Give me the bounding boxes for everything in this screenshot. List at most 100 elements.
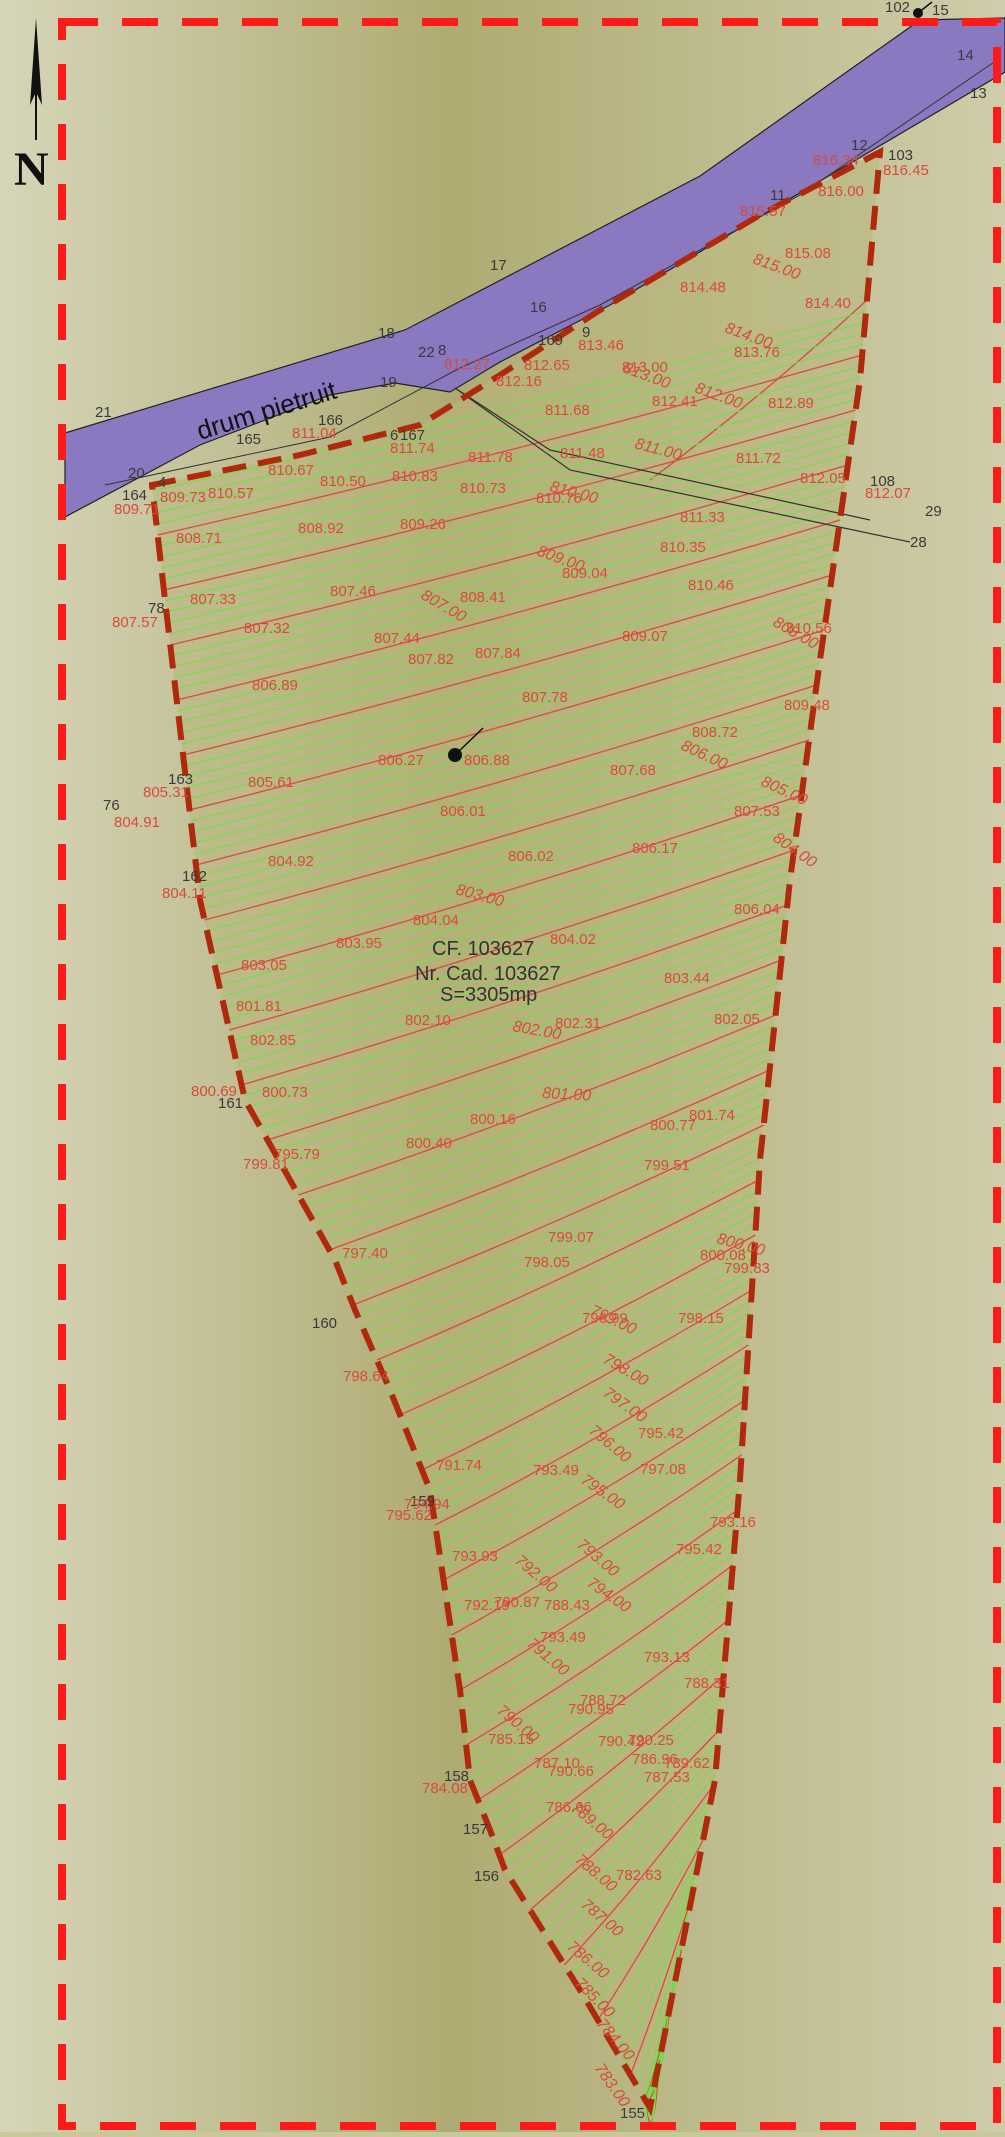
elevation-label: 811.48 [560,445,605,462]
contour-minor [164,420,855,602]
contour-minor [292,1003,777,1185]
contour-major [204,739,810,921]
elevation-label: 810.57 [208,485,254,502]
elevation-label: 812.16 [496,373,542,390]
contour-major [451,1454,742,1636]
contour-major [229,849,795,1031]
contour-minor [577,1806,711,1988]
contour-minor [193,662,820,844]
elevation-labels: 816.34 816.45 816.00 815.57 815.08 814.48 814.… [112,152,929,1884]
contour-minor [438,1366,748,1548]
contour-major [170,464,849,646]
parcel-area-label: S=3305mp [440,984,537,1006]
elevation-label: 799.81 [243,1156,289,1173]
elevation-label: 791.74 [436,1457,482,1474]
contour-minor [453,1465,742,1647]
point-number-label: 159 [410,1493,435,1510]
elevation-label: 810.35 [660,539,706,556]
elevation-label: 808.41 [460,589,506,606]
elevation-label: 800.73 [262,1084,308,1101]
contour-minor [464,1553,735,1735]
point-number-label: 22 [418,344,435,361]
contour-major [597,1839,704,2021]
elevation-label: 802.31 [555,1015,601,1032]
elevation-label: 807.46 [330,583,376,600]
contour-minor [616,1872,698,2054]
contour-minor [234,871,792,1053]
point-number-label: 8 [438,342,446,359]
contour-minor [171,475,847,657]
contour-minor [191,651,822,833]
parcel-cadastral-number: Nr. Cad. 103627 [415,963,561,985]
elevation-label: 793.13 [644,1649,690,1666]
contour-major [376,1179,760,1361]
contour-minor [458,1498,739,1680]
contour-minor [490,1652,726,1834]
contour-minor [239,893,789,1075]
point-number-label: 9 [582,324,590,341]
elevation-label: 802.85 [250,1032,296,1049]
elevation-label: 811.72 [736,450,781,467]
contour-minor [449,1443,743,1625]
contour-minor [485,1641,727,1823]
point-number-label: 28 [910,534,927,551]
elevation-label: 816.34 [813,152,859,169]
elevation-label: 813.00 [622,359,668,376]
elevation-label: 790.95 [568,1701,614,1718]
elevation-label: 806.02 [508,848,554,865]
point-number-label: 167 [400,427,425,444]
contour-major [459,1509,738,1691]
elevation-label: 807.44 [374,630,420,647]
elevation-label: 809.48 [784,697,830,714]
contour-minor [463,1542,736,1724]
elevation-label: 793.16 [710,1514,756,1531]
elevation-label: 814.48 [680,279,726,296]
contour-major [157,354,863,536]
point-number-label: 160 [312,1315,337,1332]
contour-minor [444,1410,745,1592]
elevation-label: 809.04 [562,565,608,582]
contour-minor [175,508,842,690]
elevation-label: 784.08 [422,1780,468,1797]
elevation-label: 788.72 [580,1692,626,1709]
elevation-label: 795.62 [386,1507,432,1524]
elevation-label: 787.10 [534,1755,580,1772]
contour-minor [515,1707,722,1889]
elevation-label: 808.72 [692,724,738,741]
contour-major [182,574,833,756]
contour-minor [190,640,823,822]
contour-minor [446,1421,744,1603]
contour-minor [167,442,852,624]
elevation-label: 809.71 [114,501,160,518]
elevation-label: 782.63 [616,1867,662,1884]
contour-minor [168,453,850,635]
point-number-label: 78 [148,600,165,617]
contour-major [443,1399,746,1581]
elevation-label: 810.46 [688,577,734,594]
contour-minor [177,530,839,712]
contour-minor [243,915,787,1097]
contour-minor [159,376,861,558]
elevation-label: 811.78 [468,449,513,466]
contour-minor [209,761,807,943]
contour-minor [156,343,864,525]
contour-minor [494,1663,726,1845]
elevation-label: 807.68 [610,762,656,779]
contour-minor [316,1047,773,1229]
contour-minor [155,332,865,514]
contour-minor [439,1377,747,1559]
contour-minor [441,1388,747,1570]
contour-minor [408,1256,755,1438]
contour-major [176,519,841,701]
point-number-label: 157 [463,1821,488,1838]
parcel-cf: CF. 103627 [432,938,534,960]
contour-minor [362,1146,762,1328]
contour-minor [469,1597,731,1779]
contour-minor [460,1520,737,1702]
contour-minor [462,1531,737,1713]
survey-station [448,1,933,762]
contour-minor [199,717,813,899]
elevation-label: 801.81 [236,998,282,1015]
contour-minor [285,992,779,1174]
elevation-label: 793.49 [540,1629,586,1646]
